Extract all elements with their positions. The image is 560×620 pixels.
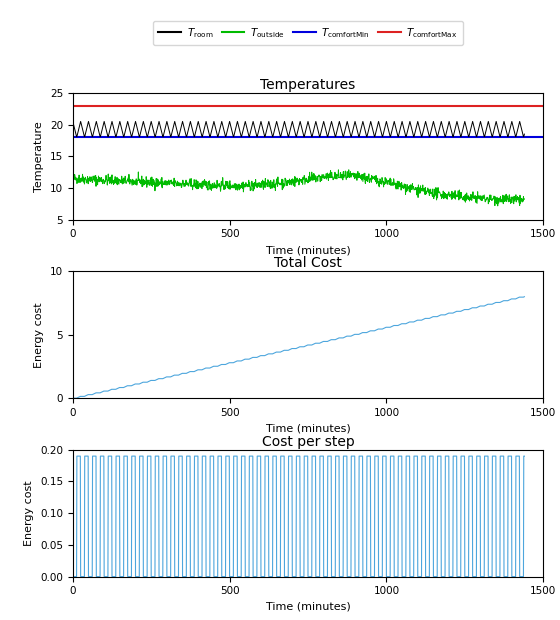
Title: Total Cost: Total Cost (274, 256, 342, 270)
Legend: $T_{\rm room}$, $T_{\rm outside}$, $T_{\rm comfortMin}$, $T_{\rm comfortMax}$: $T_{\rm room}$, $T_{\rm outside}$, $T_{\… (153, 21, 463, 45)
X-axis label: Time (minutes): Time (minutes) (265, 602, 351, 612)
X-axis label: Time (minutes): Time (minutes) (265, 245, 351, 255)
Y-axis label: Energy cost: Energy cost (34, 302, 44, 368)
X-axis label: Time (minutes): Time (minutes) (265, 423, 351, 433)
Y-axis label: Temperature: Temperature (34, 121, 44, 192)
Title: Temperatures: Temperatures (260, 78, 356, 92)
Y-axis label: Energy cost: Energy cost (25, 480, 34, 546)
Title: Cost per step: Cost per step (262, 435, 354, 449)
